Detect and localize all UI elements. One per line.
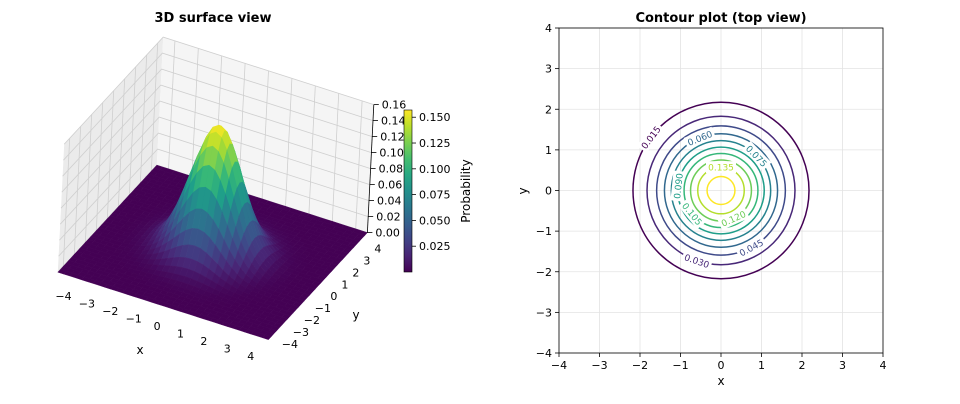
colorbar-tick-label: 0.125 — [419, 137, 451, 150]
contour-line — [646, 115, 796, 266]
contour-line — [632, 101, 810, 280]
contour-label-background — [678, 198, 707, 230]
x-tick-label: −2 — [632, 359, 648, 372]
z-gridline — [63, 52, 374, 161]
z-tick-label: 0.14 — [381, 115, 406, 128]
y-tick-label: −3 — [293, 326, 309, 339]
x-tick-label: −4 — [551, 359, 567, 372]
colorbar-tick-label: 0.150 — [419, 111, 451, 124]
contour-label-background — [717, 206, 750, 230]
x-tick-label: 4 — [880, 359, 887, 372]
contour-label-background — [741, 140, 772, 171]
surface-zlabel: Probability — [459, 159, 473, 222]
colorbar-bar — [403, 109, 413, 273]
z-gridline — [58, 148, 369, 257]
z-gridline — [60, 100, 371, 209]
colorbar-tick-label: 0.025 — [419, 240, 451, 253]
y-tick-label: −1 — [315, 302, 331, 315]
contour-axes: −4 −3 −2 −1 0 1 2 3 4−4−3−2−1012340.0150.0300.04… — [536, 22, 887, 372]
z-tick-label: 0.02 — [376, 211, 401, 224]
surface-title: 3D surface view — [155, 11, 272, 26]
y-tick-label: −3 — [536, 306, 552, 319]
contour-line — [655, 125, 787, 256]
z-tick-label: 0.12 — [380, 131, 405, 144]
x-tick-label: 0 — [718, 359, 725, 372]
x-tick-label: 3 — [839, 359, 846, 372]
y-tick-label: −1 — [536, 225, 552, 238]
y-tick-label: 2 — [352, 266, 359, 279]
y-tick-label: 1 — [545, 144, 552, 157]
colorbar: 0.025 0.050 0.075 0.100 0.125 0.150 — [403, 109, 451, 273]
contour-label-background — [670, 170, 686, 202]
z-axis-line — [367, 104, 375, 233]
x-tick-label: 3 — [224, 342, 231, 355]
contour-title: Contour plot (top view) — [635, 11, 806, 26]
contour-label-group: 0.135 — [706, 161, 736, 174]
y-tick-label: −4 — [282, 338, 298, 351]
y-tick-label: 0 — [330, 290, 337, 303]
z-tick-label: 0.08 — [379, 163, 404, 176]
x-tick-label: 1 — [758, 359, 765, 372]
contour-label-background — [735, 235, 768, 260]
contour-label: 0.090 — [673, 173, 686, 200]
colorbar-tick-label: 0.075 — [419, 189, 451, 202]
z-gridline — [59, 116, 370, 225]
y-tick-label: −2 — [304, 314, 320, 327]
contour-xlabel: x — [717, 374, 724, 388]
z-gridline — [59, 132, 370, 241]
surface-3d-axes: −4−3−2−101234−4−3−2−1012340.000.020.040.… — [55, 36, 407, 363]
contour-label-background — [706, 161, 736, 174]
surface-xlabel: x — [136, 343, 143, 357]
contour-line — [706, 175, 736, 206]
x-tick-label: −3 — [591, 359, 607, 372]
z-tick-label: 0.04 — [377, 195, 402, 208]
x-tick-label: 4 — [247, 350, 254, 363]
contour-label-background — [680, 250, 714, 272]
contour-label-background — [636, 121, 665, 153]
contour-label: 0.030 — [683, 253, 711, 271]
z-gridline — [62, 68, 373, 177]
y-tick-label: 0 — [545, 185, 552, 198]
contour-line — [683, 152, 759, 229]
colorbar-tick-label: 0.100 — [419, 163, 451, 176]
x-tick-label: 1 — [177, 327, 184, 340]
y-tick-label: −4 — [536, 347, 552, 360]
y-tick-label: 2 — [545, 103, 552, 116]
y-tick-label: 3 — [545, 63, 552, 76]
contour-label-background — [683, 126, 716, 150]
contour-ylabel: y — [516, 187, 530, 194]
z-tick-label: 0.00 — [375, 227, 400, 240]
z-tick-label: 0.10 — [379, 147, 404, 160]
contour-line — [663, 133, 779, 248]
z-tick-label: 0.16 — [382, 99, 407, 112]
contour-label: 0.135 — [708, 164, 734, 174]
x-tick-label: −2 — [102, 305, 118, 318]
z-gridline — [63, 36, 374, 145]
y-tick-label: 4 — [545, 22, 552, 35]
contour-label-group: 0.090 — [670, 170, 686, 202]
z-tick-label: 0.06 — [378, 179, 403, 192]
x-tick-label: 0 — [154, 320, 161, 333]
x-tick-label: −4 — [55, 290, 71, 303]
contour-label-group: 0.060 — [683, 126, 716, 150]
x-tick-label: 2 — [799, 359, 806, 372]
surface-ylabel: y — [352, 308, 359, 322]
z-gridline — [61, 84, 372, 193]
contour-line — [670, 139, 772, 242]
x-tick-label: 2 — [200, 335, 207, 348]
y-tick-label: 3 — [363, 254, 370, 267]
y-tick-label: −2 — [536, 266, 552, 279]
y-tick-label: 1 — [341, 278, 348, 291]
y-tick-label: 4 — [374, 243, 381, 256]
x-tick-label: −1 — [672, 359, 688, 372]
colorbar-tick-label: 0.050 — [419, 214, 451, 227]
x-tick-label: −3 — [79, 297, 95, 310]
x-tick-label: −1 — [126, 312, 142, 325]
surface-patch — [262, 334, 272, 340]
